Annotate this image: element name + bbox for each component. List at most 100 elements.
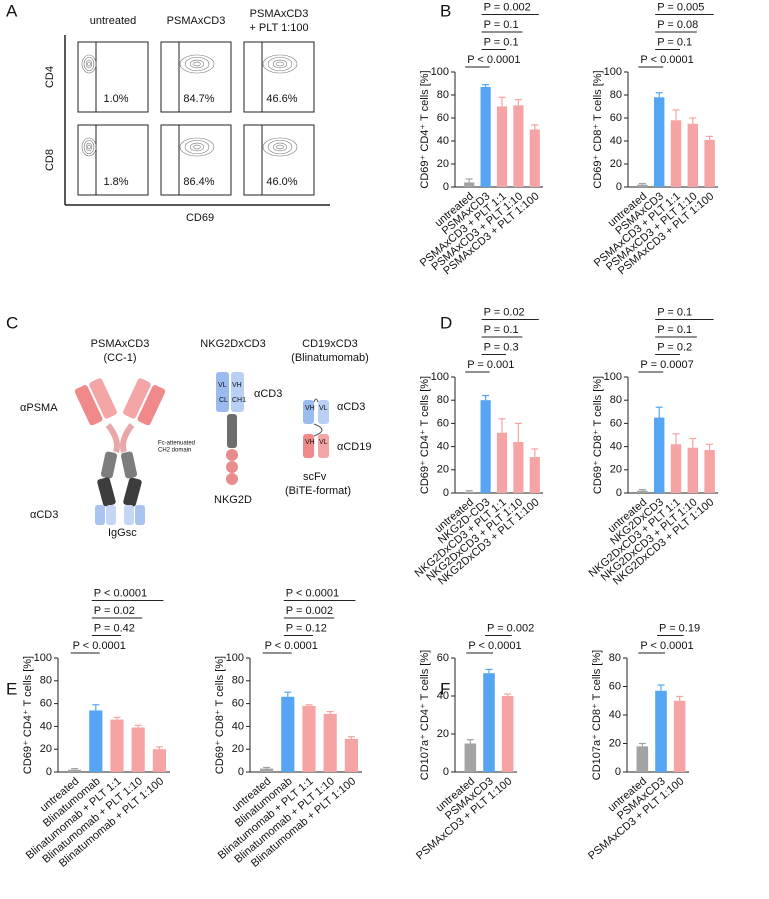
contour — [193, 61, 201, 67]
contour — [87, 144, 91, 150]
contour — [276, 144, 284, 150]
p-value: P < 0.0001 — [468, 640, 521, 652]
column-header: PSMAxCD3 — [167, 15, 226, 27]
y-tick-label: 0 — [616, 487, 622, 499]
bar — [655, 690, 667, 772]
y-tick-label: 20 — [610, 464, 622, 476]
p-value: P = 0.002 — [286, 605, 333, 617]
diagram-label: (BiTE-format) — [285, 485, 351, 497]
y-axis-label: CD69⁺ CD4⁺ T cells [%] — [22, 656, 34, 774]
y-tick-label: 80 — [437, 89, 449, 101]
diagram-label: αCD3 — [30, 509, 58, 521]
bar — [513, 441, 524, 493]
p-value: P = 0.1 — [657, 306, 692, 318]
bar — [483, 673, 495, 772]
diagram-label: scFv — [303, 471, 327, 483]
construct-title: CD19xCD3 — [302, 338, 358, 350]
bar — [704, 139, 715, 187]
p-value: P = 0.3 — [484, 341, 519, 353]
p-value: P = 0.002 — [484, 1, 531, 13]
p-value: P = 0.002 — [487, 622, 534, 634]
contour — [85, 59, 93, 69]
y-tick-label: 100 — [226, 652, 244, 664]
diagram-label: VH — [305, 439, 315, 446]
y-tick-label: 60 — [609, 680, 621, 692]
panel-label: B — [440, 1, 451, 20]
bar — [670, 120, 682, 187]
y-tick-label: 60 — [437, 652, 449, 664]
diagram-label: CH2 domain — [158, 448, 191, 454]
y-axis-label: CD69⁺ CD8⁺ T cells [%] — [592, 376, 604, 494]
panel-label: E — [6, 679, 17, 698]
y-tick-label: 80 — [610, 394, 622, 406]
y-axis-label: CD69⁺ CD8⁺ T cells [%] — [592, 70, 604, 188]
y-tick-label: 20 — [40, 743, 52, 755]
gate-percentage: 86.4% — [183, 176, 214, 188]
diagram-shapes — [74, 372, 329, 525]
bar — [501, 696, 514, 772]
contour — [87, 61, 91, 67]
panel-label: C — [6, 313, 18, 332]
y-tick-label: 40 — [437, 690, 449, 702]
column-header: PSMAxCD3 — [250, 8, 309, 20]
y-tick-label: 60 — [437, 112, 449, 124]
y-tick-label: 40 — [437, 441, 449, 453]
flow-plot-frame — [160, 124, 232, 196]
contour — [276, 61, 284, 67]
row-label: CD8 — [44, 149, 56, 171]
p-value: P < 0.0001 — [94, 587, 147, 599]
y-tick-label: 20 — [437, 158, 449, 170]
y-tick-label: 0 — [46, 766, 52, 778]
bar — [529, 457, 540, 493]
p-value: P < 0.0001 — [640, 54, 693, 66]
bar — [480, 400, 491, 493]
column-header: + PLT 1:100 — [249, 22, 308, 34]
p-value: P = 0.08 — [657, 19, 698, 31]
p-value: P = 0.1 — [484, 36, 519, 48]
contour — [189, 59, 205, 69]
bar — [302, 705, 316, 772]
y-tick-label: 60 — [610, 417, 622, 429]
y-tick-label: 0 — [443, 181, 449, 193]
construct-title: (Blinatumomab) — [291, 352, 369, 364]
p-value: P < 0.0001 — [286, 587, 339, 599]
bar — [687, 447, 699, 493]
gate-percentage: 1.8% — [103, 176, 128, 188]
bar — [513, 105, 524, 187]
p-value: P = 0.1 — [484, 19, 519, 31]
y-tick-label: 80 — [610, 89, 622, 101]
contour — [83, 56, 95, 72]
bar — [653, 417, 665, 493]
y-tick-label: 20 — [610, 158, 622, 170]
diagram-label: Fc-attenuated — [158, 441, 195, 447]
bar — [529, 129, 540, 187]
column-header: untreated — [90, 15, 136, 27]
bar — [323, 713, 337, 772]
y-tick-label: 40 — [232, 720, 244, 732]
p-value: P = 0.1 — [484, 324, 519, 336]
p-value: P = 0.001 — [467, 359, 514, 371]
contour — [267, 139, 293, 155]
bar — [670, 444, 682, 493]
bar — [704, 450, 715, 493]
bar — [496, 432, 508, 493]
bar — [636, 746, 649, 772]
y-tick-label: 0 — [443, 487, 449, 499]
diagram-label: αPSMA — [20, 402, 58, 414]
diagram-label: NKG2D — [214, 494, 252, 506]
bar — [637, 490, 648, 493]
diagram-label: CH1 — [232, 397, 246, 404]
diagram-label: αCD3 — [337, 401, 365, 413]
bar — [653, 97, 665, 187]
y-tick-label: 40 — [437, 135, 449, 147]
p-value: P = 0.02 — [484, 306, 525, 318]
p-value: P = 0.02 — [94, 605, 135, 617]
y-tick-label: 20 — [232, 743, 244, 755]
bar — [464, 743, 477, 772]
diagram-label: VH — [232, 382, 242, 389]
contour — [179, 54, 215, 74]
p-value: P = 0.0007 — [640, 359, 693, 371]
contour — [262, 137, 298, 157]
contour — [184, 139, 210, 155]
contour — [179, 137, 215, 157]
